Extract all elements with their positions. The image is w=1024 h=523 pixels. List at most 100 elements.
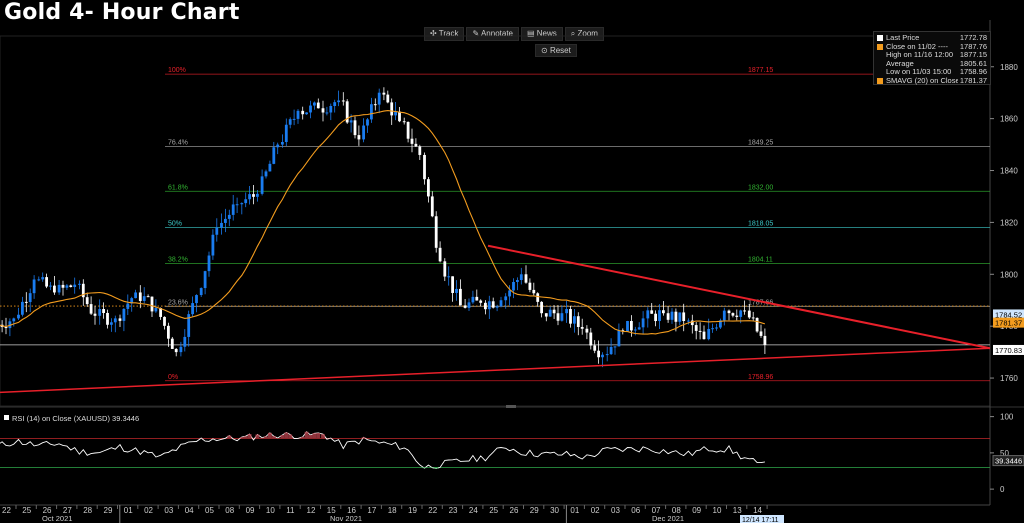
y-tick-label: 1820	[1000, 218, 1018, 227]
candle-body	[751, 317, 755, 319]
candle-body	[605, 354, 609, 356]
sma20-line	[0, 110, 766, 335]
x-tick-label: 27	[63, 506, 72, 515]
x-tick-label: 08	[672, 506, 681, 515]
candle-body	[463, 305, 467, 308]
x-tick-label: 23	[449, 506, 458, 515]
x-tick-label: 10	[266, 506, 275, 515]
candle-body	[609, 346, 613, 355]
price-tag-lower: 1770.83	[995, 346, 1022, 355]
candle-body	[191, 303, 194, 315]
current-date-tag: 12/14 17:11	[742, 517, 779, 523]
x-tick-label: 25	[22, 506, 31, 515]
fib-pct-label: 38.2%	[168, 257, 188, 264]
candle-body	[621, 330, 625, 332]
candle-body	[163, 316, 166, 326]
candle-body	[268, 163, 272, 172]
fib-value-label: 1818.05	[748, 220, 773, 227]
track-button[interactable]: ✣ Track	[424, 27, 465, 41]
candle-body	[81, 283, 85, 298]
x-tick-label: 24	[469, 506, 478, 515]
x-tick-label: 06	[631, 506, 640, 515]
fib-pct-label: 100%	[168, 67, 186, 74]
y-tick-label: 1880	[1000, 63, 1018, 72]
candle-body	[398, 111, 401, 122]
zoom-button[interactable]: ⌕ Zoom	[564, 27, 604, 41]
x-tick-label: 25	[489, 506, 498, 515]
candle-body	[711, 328, 714, 330]
candle-body	[309, 105, 312, 113]
price-tag-upper-bg	[993, 309, 1024, 320]
candle-body	[633, 329, 637, 331]
fib-value-label: 1804.11	[748, 257, 773, 264]
candle-body	[617, 330, 621, 347]
fib-value-label: 1787.66	[748, 299, 773, 306]
candle-body	[637, 327, 641, 330]
candle-body	[735, 315, 739, 317]
x-tick-label: 28	[83, 506, 92, 515]
fib-pct-label: 23.6%	[168, 299, 188, 306]
candle-body	[195, 295, 198, 304]
candle-body	[662, 310, 665, 314]
candle-body	[423, 154, 426, 180]
x-month-label: Oct 2021	[42, 514, 72, 523]
candle-body	[406, 121, 410, 139]
candle-body	[61, 284, 65, 288]
fib-value-label: 1849.25	[748, 140, 773, 147]
candle-body	[471, 296, 475, 303]
candle-body	[536, 293, 540, 302]
candle-body	[240, 203, 244, 205]
news-button[interactable]: ▤ News	[521, 27, 563, 41]
legend-value: 1758.96	[959, 68, 987, 77]
candle-body	[296, 110, 300, 119]
candle-body	[443, 261, 447, 277]
candle-body	[377, 92, 381, 105]
candle-body	[674, 311, 678, 322]
candle-body	[235, 204, 239, 206]
candle-body	[447, 276, 451, 278]
candle-body	[28, 293, 32, 303]
candle-body	[544, 313, 548, 317]
candle-body	[560, 313, 564, 321]
legend-swatch	[877, 70, 883, 76]
candle-body	[722, 310, 726, 321]
candle-body	[313, 102, 316, 106]
y-tick-label: 1860	[1000, 115, 1018, 124]
candle-body	[183, 336, 187, 347]
candle-body	[402, 121, 406, 123]
candle-body	[325, 112, 329, 114]
candle-body	[199, 288, 203, 296]
x-tick-label: 03	[611, 506, 620, 515]
chart-toolbar: ✣ Track ✎ Annotate ▤ News ⌕ Zoom	[424, 27, 604, 41]
legend-value: 1781.37	[959, 76, 987, 85]
candle-body	[106, 312, 109, 325]
candle-body	[540, 301, 543, 314]
x-tick-label: 03	[164, 506, 173, 515]
candle-body	[479, 300, 483, 303]
candle-body	[414, 143, 418, 147]
x-tick-label: 07	[652, 506, 661, 515]
candle-body	[573, 316, 576, 324]
upper-trendline	[487, 244, 991, 350]
candle-body	[731, 313, 735, 316]
candle-body	[284, 124, 288, 142]
candle-body	[207, 255, 211, 272]
rsi-value-tag-bg	[992, 455, 1024, 467]
candle-body	[12, 318, 16, 322]
candle-body	[666, 313, 670, 320]
reset-button[interactable]: ⊙ Reset	[535, 44, 577, 57]
fib-value-label: 1758.96	[748, 374, 773, 381]
fib-pct-label: 0%	[168, 374, 178, 381]
candle-body	[427, 179, 430, 197]
x-tick-label: 14	[753, 506, 762, 515]
candle-body	[4, 327, 8, 329]
candle-body	[747, 310, 751, 318]
annotate-button[interactable]: ✎ Annotate	[466, 27, 519, 41]
x-tick-label: 09	[692, 506, 701, 515]
candle-body	[220, 222, 223, 228]
candle-body	[459, 288, 462, 306]
candle-body	[682, 312, 686, 321]
rsi-tick-label: 0	[1000, 485, 1005, 494]
price-tag-upper: 1784.52	[995, 310, 1022, 319]
